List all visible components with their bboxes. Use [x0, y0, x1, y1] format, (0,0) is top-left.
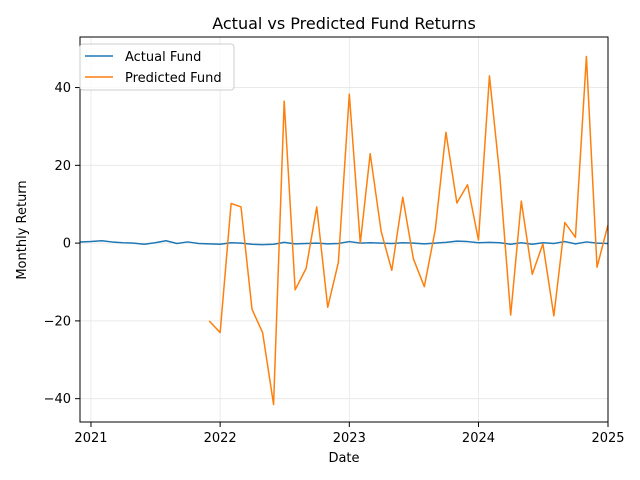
y-axis-title: Monthly Return: [15, 180, 30, 279]
series-group: [80, 55, 608, 406]
chart-title: Actual vs Predicted Fund Returns: [212, 14, 476, 33]
x-axis-title: Date: [328, 451, 359, 466]
x-tick-label: 2022: [204, 431, 237, 446]
x-tick-label: 2025: [591, 431, 624, 446]
x-tick-label: 2021: [74, 431, 107, 446]
plot-frame: [79, 36, 609, 423]
x-axis: 2021 2022 2023 2024 2025: [74, 422, 625, 446]
x-tick-label: 2023: [333, 431, 366, 446]
y-tick-label: 40: [54, 81, 71, 96]
predicted-fund-line: [208, 55, 608, 406]
y-tick-label: 0: [63, 237, 71, 252]
y-tick-label: −40: [44, 392, 71, 407]
legend-box: [79, 43, 235, 91]
y-axis: −40 −20 0 20 40: [44, 81, 80, 407]
legend: Actual Fund Predicted Fund: [79, 43, 235, 91]
actual-fund-line: [80, 240, 608, 246]
y-tick-label: −20: [44, 314, 71, 329]
y-tick-label: 20: [54, 159, 71, 174]
legend-label-predicted: Predicted Fund: [125, 71, 222, 86]
legend-label-actual: Actual Fund: [125, 50, 201, 65]
x-tick-label: 2024: [462, 431, 495, 446]
